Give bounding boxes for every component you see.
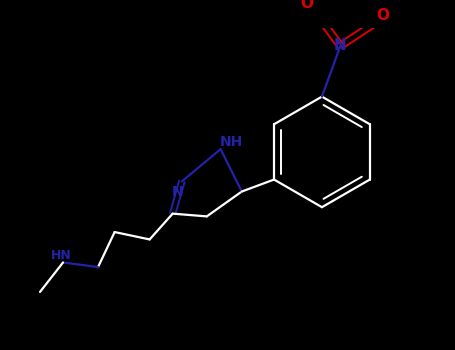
Text: N: N xyxy=(172,186,183,199)
Text: O: O xyxy=(376,8,389,23)
Text: N: N xyxy=(334,38,347,54)
Text: NH: NH xyxy=(220,135,243,149)
Text: HN: HN xyxy=(51,248,71,261)
Text: O: O xyxy=(301,0,313,11)
